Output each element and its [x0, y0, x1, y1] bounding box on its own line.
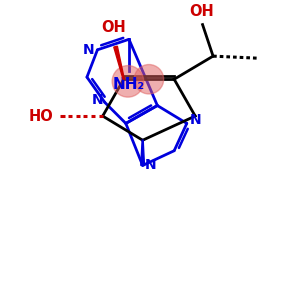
- Text: N: N: [145, 158, 157, 172]
- Text: NH₂: NH₂: [113, 77, 145, 92]
- Text: N: N: [83, 43, 95, 57]
- Circle shape: [134, 64, 164, 94]
- Text: N: N: [189, 113, 201, 127]
- Circle shape: [112, 66, 144, 97]
- Text: OH: OH: [189, 4, 214, 19]
- Text: OH: OH: [101, 20, 126, 35]
- Text: N: N: [92, 93, 103, 107]
- Polygon shape: [114, 46, 124, 80]
- Text: HO: HO: [28, 109, 53, 124]
- Polygon shape: [141, 140, 145, 165]
